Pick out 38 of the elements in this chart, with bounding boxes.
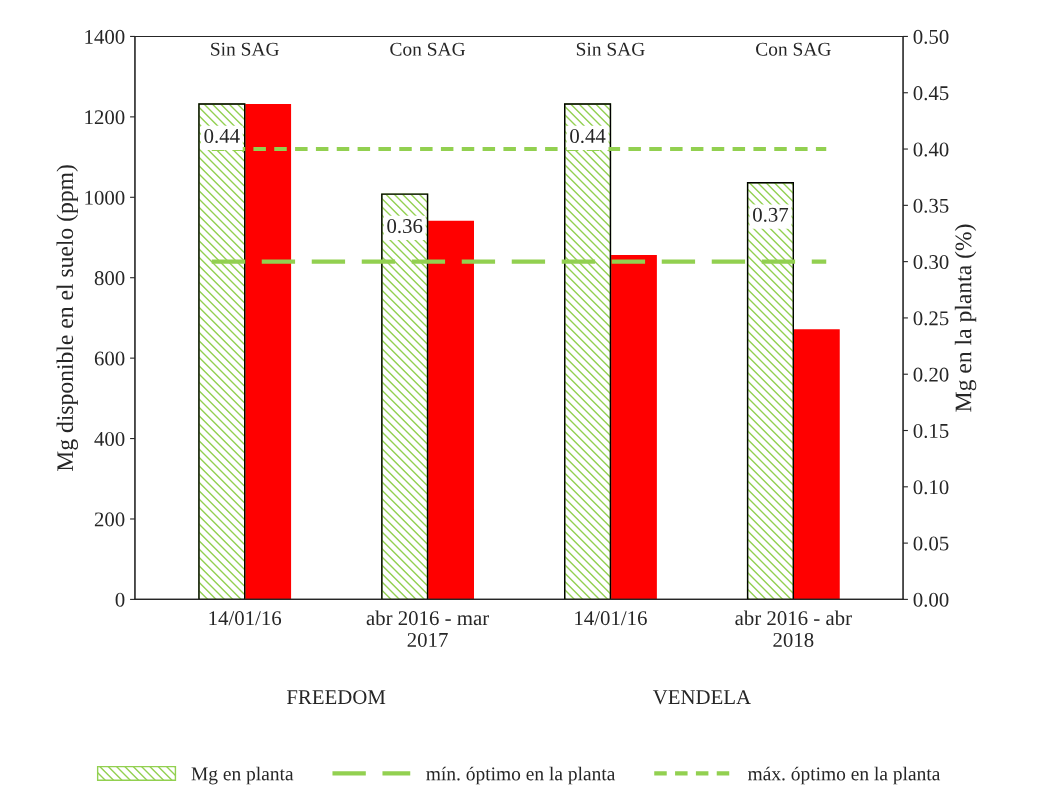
y-tick-label: 1200: [85, 110, 125, 125]
y2-tick-label: 0.35: [913, 198, 949, 213]
y-tick-label: 400: [94, 431, 125, 446]
legend-label: mín. óptimo en la planta: [426, 766, 616, 785]
y2-tick-label: 0.05: [913, 536, 949, 551]
y-tick-label: 1400: [85, 29, 125, 44]
y-tick-label: 0: [115, 592, 125, 607]
y-tick-label: 200: [94, 512, 125, 527]
y-tick-label: 1000: [85, 190, 125, 205]
y2-tick-label: 0.45: [913, 86, 949, 101]
y-tick-label: 600: [94, 351, 125, 366]
y2-tick-label: 0.10: [913, 480, 949, 495]
y2-tick-label: 0.15: [913, 423, 949, 439]
text: FREEDOM: [286, 690, 386, 705]
x-tick-label: 14/01/16: [209, 611, 282, 626]
annotation: Sin SAG: [211, 42, 279, 56]
annotation: Con SAG: [756, 42, 831, 56]
y2-tick-label: 0.30: [913, 255, 949, 270]
y2-tick-label: 0.50: [913, 29, 949, 44]
text: VENDELA: [652, 690, 751, 705]
data-label: 0.44: [570, 128, 606, 144]
y2-tick-label: 0.20: [913, 367, 949, 382]
y-tick-label: 800: [94, 271, 125, 286]
x-tick-label: 14/01/16: [575, 611, 647, 626]
y2-tick-label: 0.00: [913, 592, 949, 607]
y-axis-title: Mg disponible en el suelo (ppm): [56, 165, 78, 472]
annotation: Sin SAG: [576, 42, 645, 56]
y2-axis-title: Mg en la planta (%): [954, 224, 977, 412]
data-label: 0.37: [753, 207, 789, 222]
annotation: Con SAG: [390, 42, 466, 56]
data-label: 0.36: [387, 219, 423, 234]
data-label: 0.44: [204, 128, 240, 144]
legend-label: máx. óptimo en la planta: [747, 766, 941, 785]
legend-label: Mg en planta: [191, 766, 294, 785]
y2-tick-label: 0.40: [913, 142, 949, 157]
x-tick-label: abr 2016 - mar 2017: [366, 610, 489, 647]
x-tick-label: abr 2016 - abr 2018: [735, 610, 852, 647]
y2-tick-label: 0.25: [913, 311, 949, 326]
